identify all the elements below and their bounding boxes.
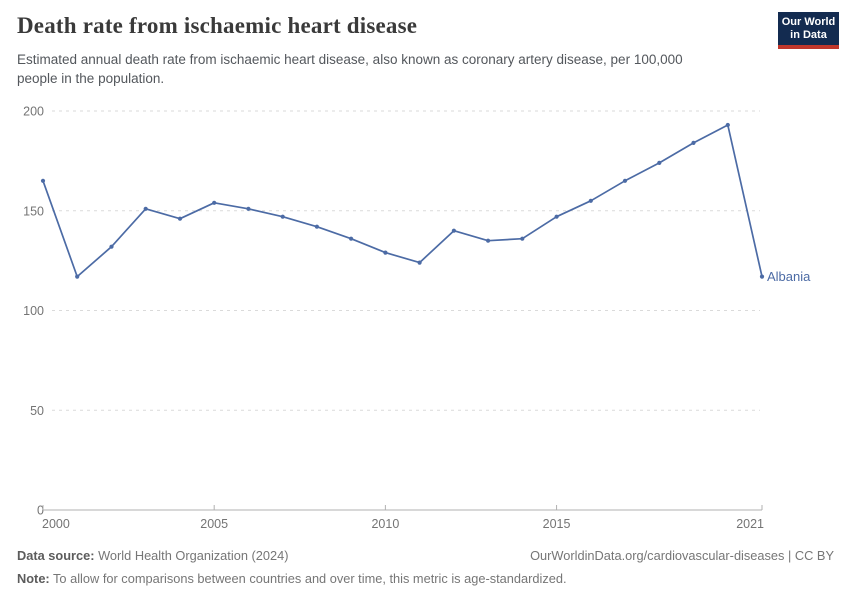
owid-logo-line1: Our World xyxy=(781,16,836,28)
data-point-2005[interactable] xyxy=(212,200,217,205)
line-chart[interactable]: 0 50 100 150 200 2000 2005 2010 2015 2021 Albania xyxy=(0,95,850,540)
x-axis-label-2021: 2021 xyxy=(736,517,764,531)
data-point-2016[interactable] xyxy=(588,198,593,203)
chart-title: Death rate from ischaemic heart disease xyxy=(17,13,418,38)
owid-logo-line2: in Data xyxy=(790,28,827,41)
data-point-2018[interactable] xyxy=(657,160,662,165)
data-point-2002[interactable] xyxy=(109,244,114,249)
y-axis-tick-100: 100 xyxy=(23,304,44,318)
chart-note-label: Note: xyxy=(17,571,50,587)
x-axis-label-2005: 2005 xyxy=(200,517,228,531)
data-point-2015[interactable] xyxy=(554,214,559,219)
data-point-2008[interactable] xyxy=(314,224,319,229)
x-axis-label-2000: 2000 xyxy=(42,517,70,531)
y-axis-tick-200: 200 xyxy=(23,105,44,119)
data-point-2013[interactable] xyxy=(486,238,491,243)
data-point-2019[interactable] xyxy=(691,140,696,145)
chart-note-value: To allow for comparisons between countri… xyxy=(49,571,567,587)
data-point-2006[interactable] xyxy=(246,206,251,211)
data-point-2017[interactable] xyxy=(622,178,628,183)
data-point-2020[interactable] xyxy=(725,122,730,128)
data-source-value: World Health Organization (2024) xyxy=(94,548,289,563)
series-end-label[interactable]: Albania xyxy=(767,269,811,284)
chart-note: Note: To allow for comparisons between c… xyxy=(17,570,834,587)
data-point-2010[interactable] xyxy=(383,250,388,255)
footer-row: Data source: World Health Organization (… xyxy=(17,547,834,564)
data-point-2004[interactable] xyxy=(177,216,183,221)
chart-area: 0 50 100 150 200 2000 2005 2010 2015 2021 Albania xyxy=(0,95,850,540)
data-point-2000[interactable] xyxy=(40,178,46,183)
y-axis-tick-50: 50 xyxy=(30,404,44,418)
data-point-2014[interactable] xyxy=(520,236,525,241)
owid-logo: Our World in Data xyxy=(778,12,839,49)
x-axis-label-2015: 2015 xyxy=(543,517,571,531)
x-axis-label-2010: 2010 xyxy=(371,517,399,531)
data-source: Data source: World Health Organization (… xyxy=(17,547,288,564)
chart-footer: Data source: World Health Organization (… xyxy=(17,547,834,588)
data-point-2003[interactable] xyxy=(143,206,148,211)
y-axis-tick-150: 150 xyxy=(23,204,44,218)
data-point-2021[interactable] xyxy=(759,274,765,279)
data-point-2007[interactable] xyxy=(280,214,285,219)
chart-subtitle: Estimated annual death rate from ischaem… xyxy=(17,51,683,87)
y-axis-tick-0: 0 xyxy=(37,504,44,518)
chart-header: Death rate from ischaemic heart disease … xyxy=(17,12,757,89)
data-point-2011[interactable] xyxy=(417,260,422,265)
data-source-label: Data source: xyxy=(17,548,95,563)
data-line-albania[interactable] xyxy=(42,124,763,278)
citation-link[interactable]: OurWorldinData.org/cardiovascular-diseas… xyxy=(530,548,834,563)
data-point-2001[interactable] xyxy=(75,274,80,279)
data-point-2009[interactable] xyxy=(349,236,354,241)
data-point-2012[interactable] xyxy=(451,228,456,233)
